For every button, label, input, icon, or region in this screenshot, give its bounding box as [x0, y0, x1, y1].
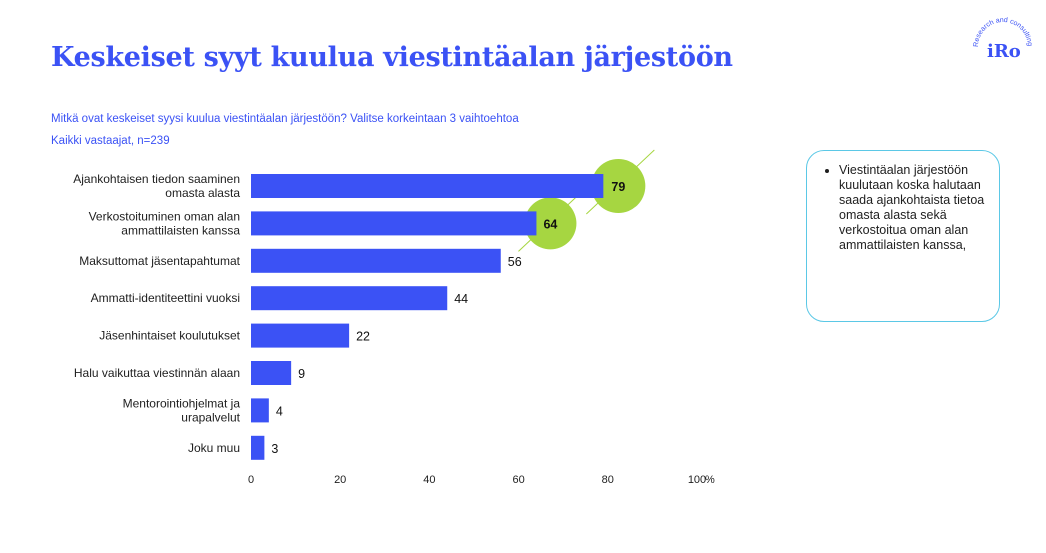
page-title: Keskeiset syyt kuulua viestintäalan järj…: [51, 42, 733, 73]
category-label-5: Halu vaikuttaa viestinnän alaan: [74, 366, 240, 380]
data-label-4: 22: [356, 330, 370, 344]
x-axis-unit: %: [705, 474, 715, 486]
x-tick-80: 80: [602, 474, 614, 486]
category-label-7: Joku muu: [188, 441, 240, 455]
category-label-4: Jäsenhintaiset koulutukset: [99, 329, 240, 343]
bar-0: [251, 174, 604, 198]
bar-4: [251, 323, 350, 348]
summary-note-text: Viestintäalan järjestöön kuulutaan koska…: [839, 163, 985, 253]
bar-2: [251, 248, 501, 273]
data-label-1: 64: [543, 217, 557, 231]
bar-1: [251, 211, 537, 236]
data-label-7: 3: [271, 442, 278, 456]
category-label-3: Ammatti-identiteettini vuoksi: [91, 291, 240, 305]
x-tick-100: 100: [688, 474, 706, 486]
data-label-3: 44: [454, 292, 468, 306]
bar-3: [251, 286, 448, 311]
data-label-2: 56: [508, 255, 522, 269]
x-tick-60: 60: [512, 474, 524, 486]
highlight-circle: [591, 159, 646, 213]
data-label-5: 9: [298, 367, 305, 381]
iro-logo-ring-icon: Research and consulting: [973, 17, 1033, 47]
bar-7: [251, 435, 265, 460]
bar-5: [251, 361, 292, 385]
bar-chart: Ajankohtaisen tiedon saaminen omasta alas…: [73, 149, 715, 486]
respondent-count: Kaikki vastaajat, n=239: [51, 135, 170, 147]
category-label-0: Ajankohtaisen tiedon saaminen omasta alas…: [73, 172, 240, 200]
x-tick-40: 40: [423, 474, 435, 486]
category-label-6: Mentorointiohjelmat ja urapalvelut: [123, 396, 241, 424]
highlight-circle: [524, 197, 577, 250]
summary-note-box: Viestintäalan järjestöön kuulutaan koska…: [806, 150, 1000, 322]
category-label-1: Verkostoituminen oman alan ammattilaisten…: [89, 209, 241, 237]
bar-6: [251, 398, 269, 423]
data-label-0: 79: [611, 180, 625, 194]
data-label-6: 4: [276, 404, 283, 418]
survey-question: Mitkä ovat keskeiset syysi kuulua viesti…: [51, 113, 519, 125]
logo-wordmark: iRo: [987, 41, 1021, 62]
x-tick-0: 0: [248, 474, 254, 486]
category-label-2: Maksuttomat jäsentapahtumat: [79, 254, 240, 268]
x-tick-20: 20: [334, 474, 346, 486]
